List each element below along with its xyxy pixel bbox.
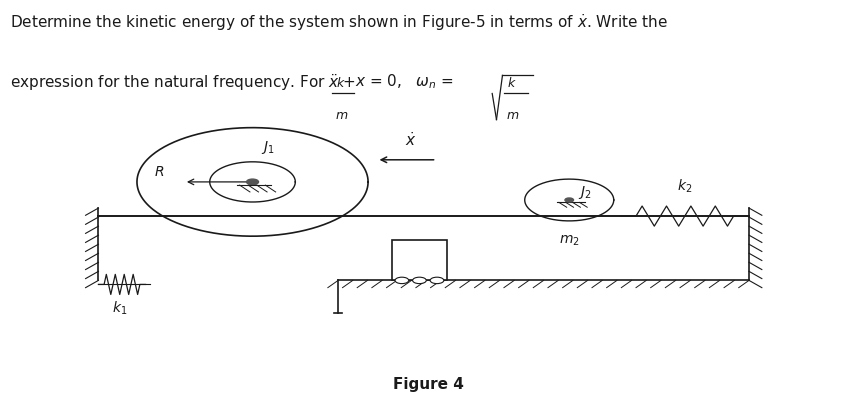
Circle shape (247, 180, 259, 185)
Text: expression for the natural frequency. For $\ddot{x}$ +: expression for the natural frequency. Fo… (10, 72, 358, 93)
Text: $m$: $m$ (506, 108, 520, 121)
Text: $m$: $m$ (335, 108, 348, 121)
Circle shape (430, 277, 443, 284)
Text: $k$: $k$ (336, 76, 345, 90)
Text: $k_2$: $k_2$ (677, 177, 693, 194)
Text: $x$ = 0,   $\omega_n$ =: $x$ = 0, $\omega_n$ = (355, 72, 456, 91)
Circle shape (395, 277, 409, 284)
Text: $J_1$: $J_1$ (261, 138, 275, 155)
Bar (391, 241, 447, 281)
Text: $k_1$: $k_1$ (112, 299, 128, 316)
Circle shape (565, 198, 574, 203)
Text: $\dot{x}$: $\dot{x}$ (405, 130, 417, 148)
Text: $m_2$: $m_2$ (559, 233, 580, 248)
Text: $J_2$: $J_2$ (578, 184, 591, 200)
Text: $R$: $R$ (154, 164, 164, 178)
Text: $m_0$: $m_0$ (409, 253, 430, 268)
Circle shape (413, 277, 426, 284)
Text: Determine the kinetic energy of the system shown in Figure-5 in terms of $\dot{x: Determine the kinetic energy of the syst… (10, 12, 669, 33)
Text: $k$: $k$ (507, 76, 516, 90)
Text: Figure 4: Figure 4 (393, 376, 463, 391)
